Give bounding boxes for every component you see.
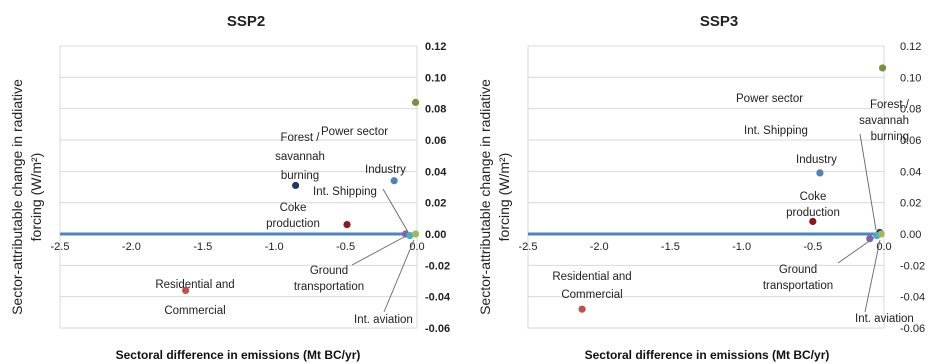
x-tick-label: -1.5 [661, 241, 680, 253]
x-tick-label: 0.0 [876, 241, 891, 253]
point-annotation: transportation [763, 280, 833, 292]
data-point [406, 231, 414, 240]
y-tick-label: -0.06 [900, 323, 925, 335]
data-point [816, 169, 824, 177]
data-point [411, 98, 420, 106]
y-tick-label: 0.12 [900, 41, 921, 53]
x-tick-label: -0.5 [336, 241, 355, 253]
chart-title: SSP3 [700, 13, 738, 30]
y-tick-label: 0.10 [425, 72, 446, 84]
data-point [292, 181, 300, 190]
x-axis-label: Sectoral difference in emissions (Mt BC/… [585, 348, 830, 362]
leader-line [351, 235, 407, 266]
y-tick-label: 0.10 [900, 72, 921, 84]
x-tick-label: -1.0 [265, 241, 284, 253]
point-annotation: Residential and [552, 271, 631, 283]
point-annotation: Int. Shipping [744, 125, 808, 137]
y-tick-label: 0.04 [425, 166, 447, 178]
data-point [877, 230, 885, 238]
y-tick-label: 0.02 [425, 198, 446, 210]
y-tick-label: -0.02 [425, 260, 450, 272]
leader-line [383, 239, 415, 313]
point-annotation: Ground [779, 264, 817, 276]
x-tick-label: -1.0 [732, 241, 751, 253]
point-annotation: burning [871, 131, 909, 143]
point-annotation: Int. aviation [855, 313, 914, 325]
point-annotation: savannah [859, 115, 909, 127]
y-axis-label: Sector-attributable change in radiative f… [477, 79, 512, 315]
data-point [878, 64, 887, 72]
data-point [578, 305, 586, 313]
data-point [390, 177, 398, 185]
y-tick-label: -0.06 [425, 323, 450, 335]
point-annotation: Coke [800, 191, 827, 203]
x-tick-label: -2.0 [590, 241, 609, 253]
chart-panel-ssp2: 0.12 0.10 0.08 0.06 0.04 0.02 0.00 -0.02 -0.04 -0… [9, 13, 451, 362]
point-annotation: burning [281, 170, 319, 182]
point-annotation: Industry [365, 164, 406, 176]
data-point [866, 235, 874, 243]
data-point [411, 230, 420, 238]
x-tick-label: -2.5 [51, 241, 70, 253]
y-tick-label: 0.06 [425, 135, 446, 147]
y-tick-label: 0.00 [900, 229, 921, 241]
x-tick-label: -1.5 [193, 241, 212, 253]
y-tick-label: 0.02 [900, 198, 921, 210]
chart-panel-ssp3: 0.12 0.10 0.08 0.06 0.04 0.02 0.00 -0.02 -0.04 -0… [477, 13, 925, 362]
point-annotation: Power sector [736, 93, 803, 105]
x-tick-label: -2.5 [519, 241, 538, 253]
y-axis-label: Sector-attributable change in radiative f… [9, 79, 44, 315]
point-annotation: Ground [310, 265, 348, 277]
point-annotation: savannah [275, 151, 325, 163]
point-annotation: Residential and [155, 279, 234, 291]
point-annotation: Power sector [321, 126, 388, 138]
leader-line [859, 133, 877, 231]
point-annotation: Commercial [561, 289, 622, 301]
chart-title: SSP2 [227, 13, 265, 30]
y-tick-label: -0.02 [900, 260, 925, 272]
y-tick-label: 0.08 [900, 104, 921, 116]
y-tick-label: -0.04 [900, 292, 925, 304]
point-annotation: Int. Shipping [313, 186, 377, 198]
x-tick-label: 0.0 [409, 241, 424, 253]
data-point [809, 217, 817, 226]
point-annotation: production [266, 218, 320, 230]
point-annotation: Coke [280, 202, 307, 214]
point-annotation: Forest / [281, 132, 321, 144]
y-tick-label: -0.04 [425, 292, 451, 304]
y-tick-label: 0.08 [425, 104, 446, 116]
point-annotation: Commercial [164, 305, 225, 317]
x-axis-label: Sectoral difference in emissions (Mt BC/… [116, 348, 361, 362]
data-point [182, 286, 190, 294]
y-tick-label: 0.12 [425, 41, 446, 53]
leader-line [382, 188, 409, 233]
point-annotation: Industry [796, 154, 837, 166]
y-tick-label: 0.00 [425, 229, 446, 241]
point-annotation: transportation [294, 281, 364, 293]
data-point [343, 221, 351, 229]
y-tick-label: 0.06 [900, 135, 921, 147]
y-tick-label: 0.04 [900, 166, 921, 178]
x-tick-label: -0.5 [803, 241, 822, 253]
point-annotation: Forest / [870, 99, 910, 111]
leader-line [864, 239, 881, 313]
point-annotation: Int. aviation [354, 314, 413, 326]
point-annotation: production [786, 207, 840, 219]
x-tick-label: -2.0 [122, 241, 141, 253]
